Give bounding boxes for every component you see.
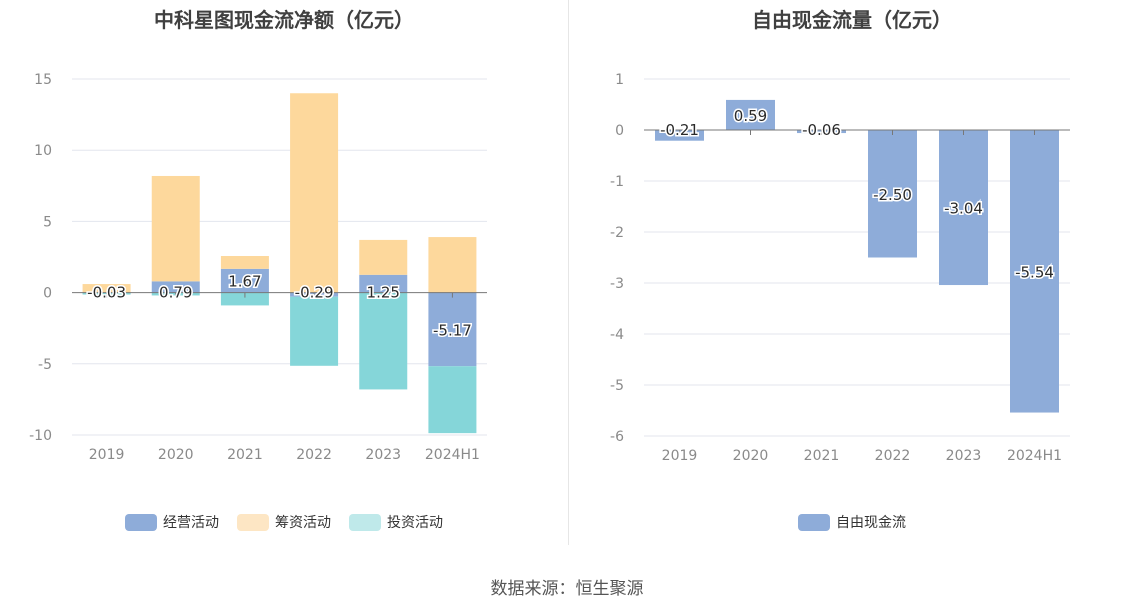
bar [428,237,477,293]
legend: 自由现金流 [570,512,1134,532]
legend-swatch [349,513,381,531]
x-tick-label: 2022 [875,448,911,464]
bar [151,175,200,282]
data-label: 1.25 [367,284,400,302]
y-tick-label: -10 [29,428,52,444]
legend-item-investing[interactable]: 投资活动 [349,512,443,532]
x-tick-label: 2024H1 [425,447,480,463]
data-label: -2.50 [873,186,912,204]
y-tick-label: 10 [34,143,52,159]
bar [290,93,339,293]
bar [428,366,477,434]
chart-title: 中科星图现金流净额（亿元） [154,8,414,32]
legend-label: 自由现金流 [836,515,906,531]
bar [359,239,408,275]
y-tick-label: -3 [610,276,624,292]
panel-divider [568,0,569,545]
y-tick-label: -5 [610,378,624,394]
y-tick-label: -2 [610,225,624,241]
bar [359,292,408,390]
legend-item-operating[interactable]: 经营活动 [125,512,219,532]
data-label: -0.21 [660,121,699,139]
data-label: -0.29 [295,284,334,302]
legend-swatch [798,513,830,531]
free-cashflow-plot: 1 0 -1 -2 -3 -4 -5 -6 2019 2020 2021 2022 2023 2024H1… [610,72,1070,464]
y-tick-label: -4 [610,327,624,343]
bar [82,284,131,293]
legend-swatch [125,513,157,531]
bar [220,268,269,293]
chart-title: 自由现金流量（亿元） [752,8,952,32]
legend-swatch [237,513,269,531]
x-tick-label: 2019 [662,448,698,464]
y-tick-label: -5 [38,357,52,373]
bar [726,99,775,130]
x-tick-label: 2021 [227,447,263,463]
data-label: 0.79 [159,284,192,302]
free-cashflow-chart: 自由现金流量（亿元） 1 0 -1 -2 -3 -4 -5 -6 2019 2020 2021 202… [570,0,1134,545]
data-label: -5.17 [433,321,472,339]
bar [220,292,269,306]
legend: 经营活动 筹资活动 投资活动 [0,512,568,532]
x-tick-label: 2023 [946,448,982,464]
legend-label: 筹资活动 [275,515,331,531]
data-label: 0.59 [734,107,767,125]
data-label: -5.54 [1015,263,1054,281]
x-tick-label: 2020 [733,448,769,464]
x-tick-label: 2022 [296,447,332,463]
legend-item-financing[interactable]: 筹资活动 [237,512,331,532]
y-tick-label: 15 [34,72,52,88]
y-tick-label: 5 [43,214,52,230]
bar [290,296,339,366]
bar [655,130,704,141]
data-label: -0.06 [802,121,841,139]
bar [428,292,477,367]
y-tick-label: -1 [610,174,624,190]
bar [359,274,408,293]
x-tick-label: 2019 [89,447,125,463]
data-label: -3.04 [944,200,983,218]
bar [868,130,917,258]
y-tick-label: 0 [43,286,52,302]
x-tick-label: 2024H1 [1007,448,1062,464]
x-tick-label: 2021 [804,448,840,464]
data-label: -0.03 [87,284,126,302]
bar [1010,130,1059,413]
legend-label: 投资活动 [387,515,443,531]
bar [220,256,269,269]
bar [939,130,988,286]
net-cashflow-plot: 15 10 5 0 -5 -10 2019 2020 2021 2022 2023 2024H1 -0.… [29,72,487,463]
data-label: 1.67 [228,273,261,291]
x-tick-label: 2023 [365,447,401,463]
y-tick-label: 0 [615,123,624,139]
y-tick-label: -6 [610,429,624,445]
x-tick-label: 2020 [158,447,194,463]
bar [151,281,200,293]
legend-item-free-cashflow[interactable]: 自由现金流 [798,512,906,532]
data-source: 数据来源：恒生聚源 [490,579,644,599]
net-cashflow-chart: 中科星图现金流净额（亿元） 15 10 5 0 -5 -10 2019 2020 2021 202… [0,0,568,545]
legend-label: 经营活动 [163,515,219,531]
y-tick-label: 1 [615,72,624,88]
